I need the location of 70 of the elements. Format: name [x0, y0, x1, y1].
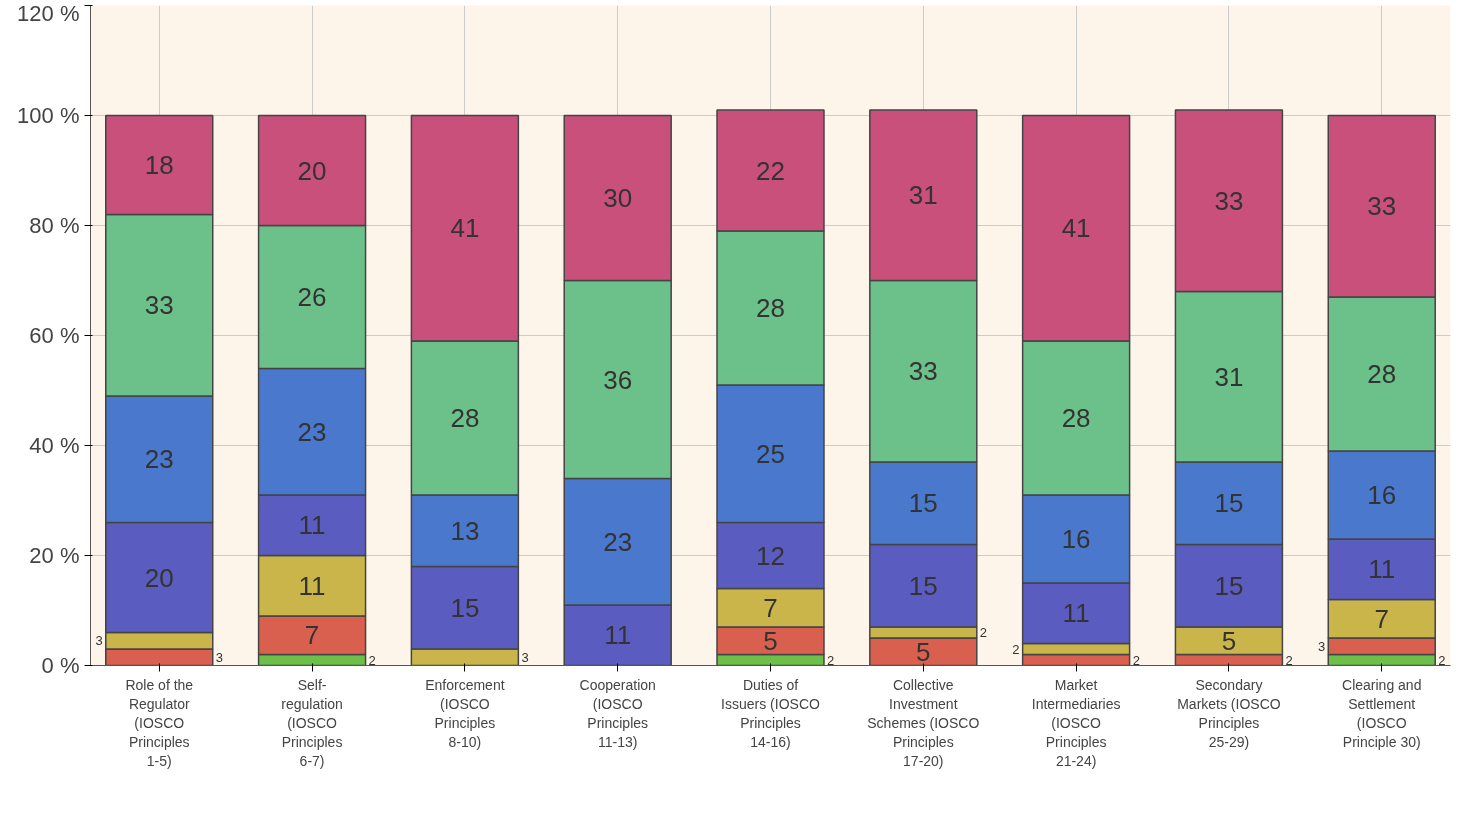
- data-label: 25: [756, 438, 785, 469]
- data-label: 33: [144, 290, 174, 321]
- y-tick-label: 120 %: [17, 0, 80, 26]
- x-tick-label: Secondary Markets (IOSCO Principles 25-29): [1177, 676, 1281, 751]
- data-label: 28: [450, 403, 480, 433]
- x-tick-label: Clearing and Settlement (IOSCO Principle 30): [1342, 676, 1422, 751]
- data-label: 5: [1221, 625, 1237, 656]
- data-label: 33: [1214, 185, 1244, 216]
- data-label: 13: [450, 515, 480, 546]
- data-label: 11: [1062, 598, 1090, 629]
- data-label: 15: [450, 592, 480, 623]
- data-label: 3: [215, 649, 224, 665]
- data-label: 23: [144, 444, 174, 475]
- data-label: 41: [450, 213, 480, 244]
- data-label: 2: [827, 652, 835, 668]
- data-label: 5: [916, 636, 931, 667]
- data-label: 33: [908, 356, 938, 387]
- data-label: 7: [1374, 603, 1389, 634]
- data-label: 11: [1368, 554, 1396, 585]
- data-label: 36: [603, 364, 633, 395]
- x-tick-label: Role of the Regulator (IOSCO Principles 1-5): [125, 676, 194, 770]
- y-tick-label: 20 %: [29, 543, 80, 568]
- data-label: 15: [908, 570, 938, 601]
- data-label: 16: [1061, 524, 1091, 554]
- data-label: 28: [756, 293, 785, 323]
- data-label: 22: [756, 155, 785, 186]
- data-label: 31: [908, 180, 938, 211]
- x-tick-label: Duties of Issuers (IOSCO Principles 14-16): [721, 676, 821, 751]
- y-tick-label: 0 %: [41, 653, 80, 678]
- data-label: 26: [297, 282, 327, 312]
- data-label: 2: [368, 652, 376, 668]
- data-label: 15: [908, 488, 938, 519]
- data-label: 2: [1285, 652, 1293, 668]
- x-tick-label: Market Intermediaries (IOSCO Principles 21-24): [1031, 676, 1121, 770]
- data-label: 2: [1438, 652, 1446, 668]
- y-tick-label: 60 %: [29, 323, 80, 348]
- data-label: 20: [144, 562, 174, 593]
- data-label: 23: [297, 416, 327, 447]
- data-label: 15: [1214, 488, 1244, 519]
- data-label: 28: [1367, 359, 1397, 389]
- data-label: 16: [1367, 480, 1397, 510]
- data-label: 3: [521, 649, 529, 665]
- data-label: 2: [1012, 641, 1020, 657]
- y-tick-label: 100 %: [17, 103, 80, 128]
- data-label: 3: [1317, 638, 1326, 654]
- data-label: 41: [1061, 213, 1091, 244]
- data-label: 2: [1132, 652, 1140, 668]
- data-label: 20: [297, 155, 327, 186]
- data-label: 7: [304, 620, 320, 651]
- y-tick-label: 80 %: [29, 213, 80, 238]
- data-label: 11: [298, 510, 326, 541]
- data-label: 33: [1367, 191, 1397, 222]
- data-label: 11: [604, 620, 632, 651]
- data-label: 7: [763, 592, 778, 623]
- x-tick-label: Self-regulation (IOSCO Principles 6-7): [281, 676, 343, 770]
- data-label: 15: [1214, 570, 1244, 601]
- data-label: 28: [1061, 403, 1091, 433]
- data-label: 5: [763, 625, 778, 656]
- data-label: 18: [144, 150, 174, 180]
- data-label: 23: [603, 526, 633, 557]
- data-label: 11: [298, 570, 326, 601]
- data-label: 12: [756, 540, 785, 571]
- data-label: 2: [979, 625, 988, 640]
- x-tick-label: Enforcement (IOSCO Principles 8-10): [425, 676, 505, 751]
- x-tick-label: Cooperation (IOSCO Principles 11-13): [579, 676, 656, 751]
- data-label: 30: [603, 183, 633, 213]
- data-label: 3: [95, 633, 103, 649]
- y-tick-label: 40 %: [29, 433, 80, 458]
- x-tick-label: Collective Investment Schemes (IOSCO Principles 17-20): [867, 676, 980, 770]
- data-label: 31: [1214, 361, 1244, 392]
